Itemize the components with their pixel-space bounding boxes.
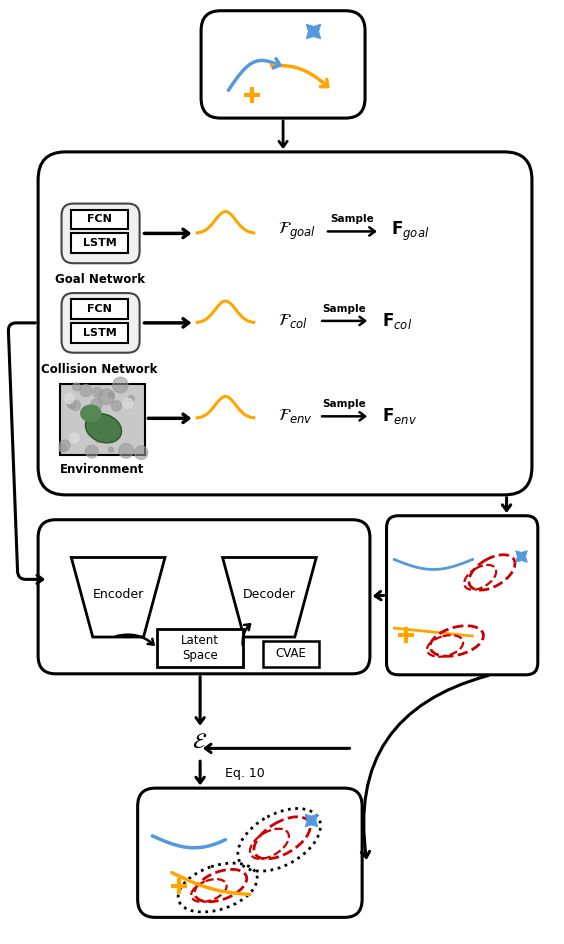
Text: $\mathcal{F}_{goal}$: $\mathcal{F}_{goal}$: [278, 221, 316, 242]
Text: CVAE: CVAE: [275, 648, 306, 661]
Bar: [157, 629, 243, 666]
FancyBboxPatch shape: [201, 10, 365, 118]
Bar: [263, 641, 319, 666]
Text: Decoder: Decoder: [243, 588, 296, 600]
Circle shape: [108, 447, 113, 452]
Circle shape: [91, 398, 102, 410]
Circle shape: [109, 394, 114, 398]
Circle shape: [123, 398, 133, 409]
FancyBboxPatch shape: [61, 204, 140, 263]
Bar: [71, 299, 128, 319]
Circle shape: [70, 400, 80, 411]
Circle shape: [73, 383, 80, 391]
FancyBboxPatch shape: [38, 152, 532, 495]
Circle shape: [102, 424, 106, 429]
FancyBboxPatch shape: [138, 788, 362, 918]
Ellipse shape: [80, 404, 102, 422]
Circle shape: [128, 396, 134, 402]
Text: Sample: Sample: [323, 304, 367, 314]
Text: Environment: Environment: [60, 464, 145, 476]
Text: Sample: Sample: [323, 399, 367, 410]
Text: Goal Network: Goal Network: [55, 273, 144, 286]
Ellipse shape: [86, 413, 121, 443]
Text: Collision Network: Collision Network: [41, 362, 158, 376]
Circle shape: [69, 433, 79, 443]
Circle shape: [108, 392, 114, 397]
Circle shape: [113, 378, 128, 393]
Polygon shape: [223, 558, 316, 637]
Text: $\mathbf{F}_{col}$: $\mathbf{F}_{col}$: [382, 311, 412, 331]
Text: $\mathbf{F}_{goal}$: $\mathbf{F}_{goal}$: [391, 220, 430, 243]
FancyBboxPatch shape: [61, 293, 140, 353]
Circle shape: [68, 400, 76, 409]
Text: Sample: Sample: [331, 214, 374, 225]
FancyBboxPatch shape: [386, 515, 538, 675]
Circle shape: [119, 444, 133, 458]
Circle shape: [99, 389, 114, 405]
Circle shape: [64, 394, 74, 403]
FancyBboxPatch shape: [38, 520, 370, 674]
Text: FCN: FCN: [87, 214, 112, 225]
Bar: [71, 323, 128, 343]
Text: LSTM: LSTM: [83, 328, 116, 338]
Circle shape: [92, 387, 102, 397]
Circle shape: [134, 446, 148, 460]
Bar: [60, 383, 146, 455]
Circle shape: [59, 440, 70, 451]
Text: $\mathcal{E}$: $\mathcal{E}$: [192, 733, 208, 752]
Text: $\mathcal{F}_{env}$: $\mathcal{F}_{env}$: [278, 407, 313, 426]
Text: LSTM: LSTM: [83, 238, 116, 248]
Text: FCN: FCN: [87, 304, 112, 314]
Circle shape: [96, 436, 102, 443]
Circle shape: [59, 445, 66, 452]
Text: Eq. 10: Eq. 10: [226, 767, 265, 780]
Polygon shape: [71, 558, 165, 637]
Bar: [71, 210, 128, 229]
Circle shape: [112, 401, 121, 411]
Bar: [71, 233, 128, 253]
Circle shape: [80, 384, 92, 396]
Text: Latent
Space: Latent Space: [181, 634, 219, 662]
Text: Encoder: Encoder: [92, 588, 144, 600]
Text: $\mathbf{F}_{env}$: $\mathbf{F}_{env}$: [382, 406, 417, 427]
Circle shape: [86, 446, 98, 458]
Text: $\mathcal{F}_{col}$: $\mathcal{F}_{col}$: [278, 312, 308, 329]
